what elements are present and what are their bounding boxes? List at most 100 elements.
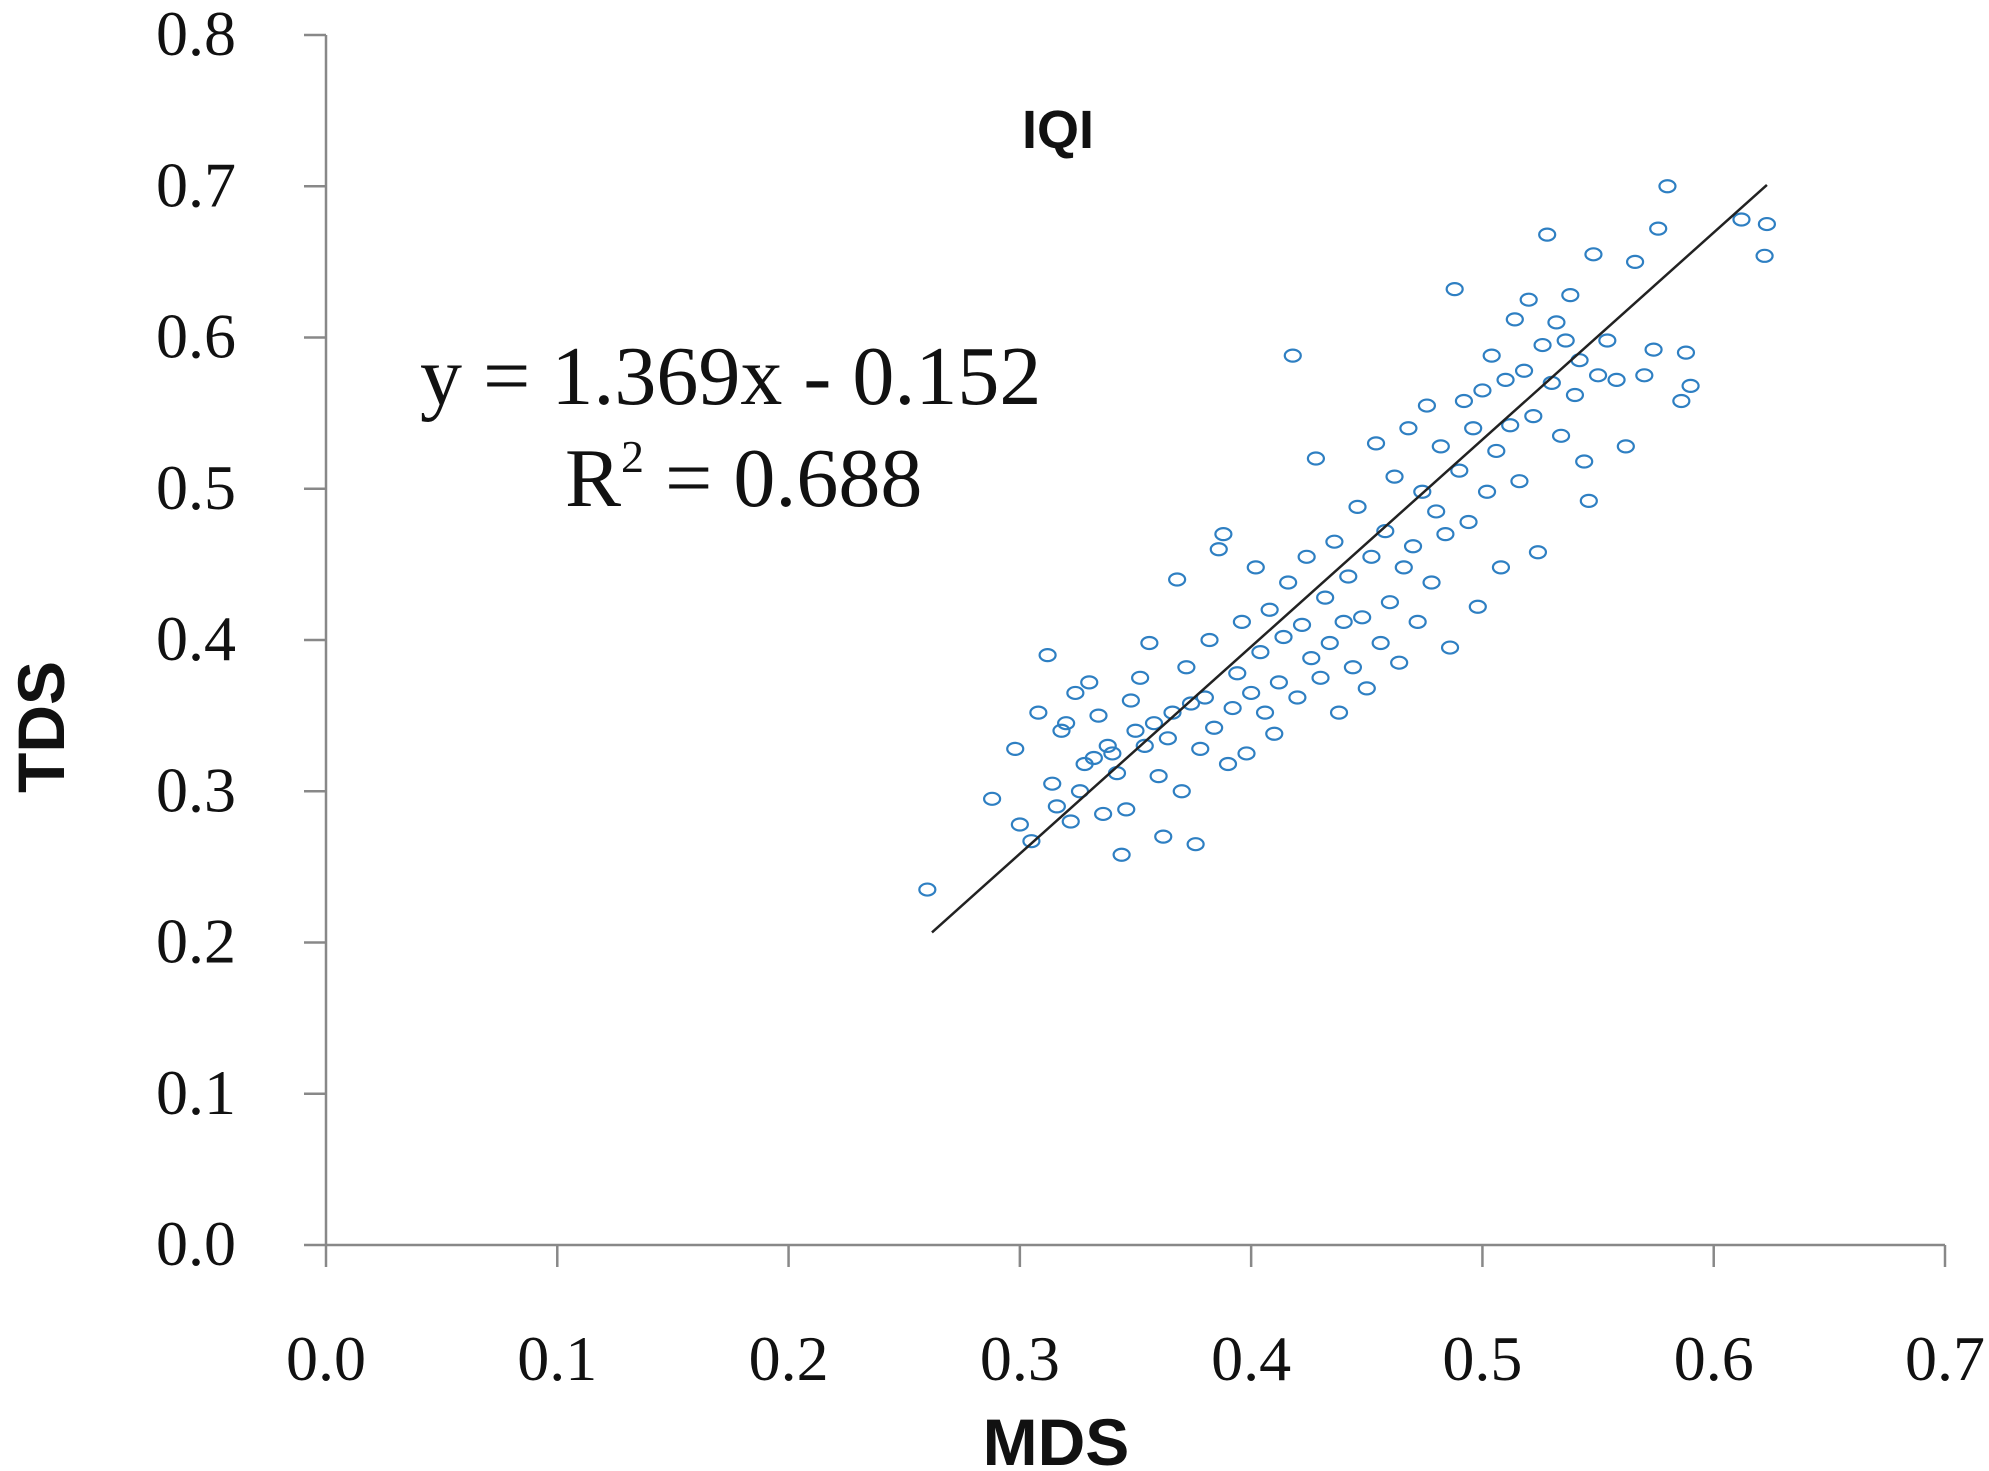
data-point xyxy=(1422,575,1441,590)
data-point xyxy=(1371,635,1390,651)
data-point xyxy=(1339,569,1358,584)
data-point xyxy=(1200,632,1219,648)
x-ticks: 0.0 0.1 0.2 0.3 0.4 0.5 0.6 0.7 xyxy=(286,1245,1985,1394)
data-point xyxy=(1177,660,1196,675)
data-point xyxy=(1505,312,1524,327)
data-point xyxy=(1510,474,1529,489)
data-point xyxy=(1084,750,1103,766)
y-tick-label: 0.2 xyxy=(156,906,236,977)
data-point xyxy=(1501,418,1520,433)
y-tick-label: 0.3 xyxy=(156,754,236,825)
y-tick-label: 0.7 xyxy=(156,149,236,220)
data-point xyxy=(1514,363,1534,378)
data-point xyxy=(1311,670,1330,685)
data-point xyxy=(1579,493,1598,508)
data-point xyxy=(1635,368,1654,383)
data-point xyxy=(1057,716,1076,731)
data-point xyxy=(1551,428,1571,443)
data-point xyxy=(1565,387,1585,403)
data-point xyxy=(1302,651,1321,666)
data-point xyxy=(1394,560,1413,575)
x-tick-label: 0.0 xyxy=(286,1323,366,1394)
data-point xyxy=(1755,248,1774,263)
data-point xyxy=(1459,514,1478,530)
data-point xyxy=(1181,696,1201,711)
data-point xyxy=(1112,847,1131,862)
x-tick-label: 0.4 xyxy=(1211,1323,1291,1394)
data-point xyxy=(1260,602,1279,617)
trendline xyxy=(931,183,1768,934)
data-point xyxy=(1672,393,1691,409)
data-points xyxy=(918,179,1777,897)
data-point xyxy=(1524,409,1543,424)
data-point xyxy=(1209,542,1228,557)
x-tick-label: 0.7 xyxy=(1905,1323,1985,1394)
data-point xyxy=(1607,372,1626,387)
data-point xyxy=(983,791,1002,806)
y-tick-label: 0.8 xyxy=(156,0,236,69)
data-point xyxy=(1140,635,1159,651)
data-point xyxy=(1598,333,1617,348)
data-point xyxy=(1348,499,1367,514)
data-point xyxy=(1477,484,1497,499)
data-point xyxy=(1575,454,1594,469)
data-point xyxy=(1757,216,1777,232)
x-axis-title: MDS xyxy=(983,1405,1130,1471)
data-point xyxy=(1121,693,1140,708)
data-point xyxy=(1205,720,1224,735)
data-point xyxy=(1218,756,1238,772)
data-point xyxy=(1043,776,1062,791)
y-tick-label: 0.4 xyxy=(156,603,236,674)
data-point xyxy=(1251,644,1270,660)
data-point xyxy=(1269,675,1288,690)
data-point xyxy=(1464,421,1483,436)
data-point xyxy=(1246,560,1265,575)
data-point xyxy=(1450,463,1469,478)
data-point xyxy=(1103,746,1122,761)
data-point xyxy=(1445,282,1464,297)
data-point xyxy=(1052,723,1071,738)
data-point xyxy=(1195,690,1214,705)
data-point xyxy=(1158,731,1177,746)
data-point xyxy=(1320,635,1339,651)
data-point xyxy=(1649,221,1668,236)
data-point xyxy=(1681,378,1700,393)
data-point xyxy=(1144,716,1164,731)
data-point xyxy=(1625,254,1645,269)
data-point xyxy=(1279,575,1298,590)
data-point xyxy=(1066,685,1085,701)
data-point xyxy=(1468,599,1487,614)
data-point xyxy=(1357,681,1376,696)
data-point xyxy=(1306,451,1326,466)
data-point xyxy=(1325,534,1344,549)
data-point xyxy=(1491,560,1511,575)
data-point xyxy=(1547,315,1566,330)
data-point xyxy=(1191,741,1210,757)
data-point xyxy=(1584,247,1603,262)
y-tick-label: 0.5 xyxy=(156,452,236,523)
data-point xyxy=(1390,655,1409,670)
data-point xyxy=(1089,708,1108,723)
data-point xyxy=(1214,527,1233,542)
data-point xyxy=(1098,738,1117,753)
data-point xyxy=(1496,372,1515,387)
data-point xyxy=(1403,539,1423,554)
x-tick-label: 0.3 xyxy=(980,1323,1060,1394)
data-point xyxy=(1561,288,1580,303)
x-tick-label: 0.6 xyxy=(1674,1323,1754,1394)
data-point xyxy=(1228,666,1247,681)
axes xyxy=(324,35,1945,1247)
y-tick-label: 0.0 xyxy=(156,1208,236,1279)
r-squared: R2 = 0.688 xyxy=(565,431,922,525)
data-point xyxy=(1154,829,1173,844)
data-point xyxy=(1362,549,1381,564)
data-point xyxy=(1135,738,1154,753)
data-point xyxy=(1131,670,1150,685)
data-point xyxy=(1538,227,1557,242)
x-tick-label: 0.5 xyxy=(1442,1323,1522,1394)
data-point xyxy=(1616,439,1635,454)
y-tick-label: 0.6 xyxy=(156,301,236,372)
data-point xyxy=(1528,545,1548,560)
data-point xyxy=(1519,292,1538,307)
